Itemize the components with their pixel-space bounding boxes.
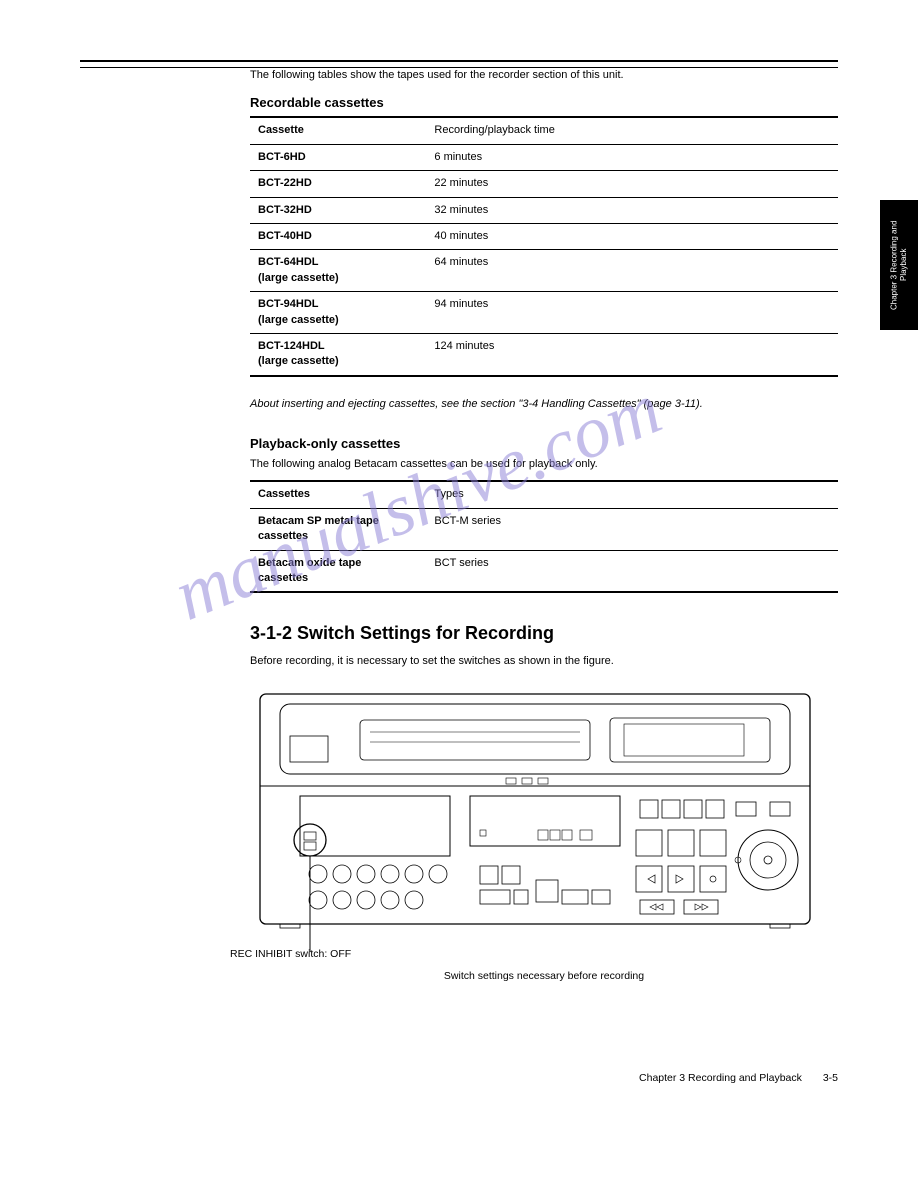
table-header-row: Cassettes Types: [250, 481, 838, 508]
table-row: BCT-32HD32 minutes: [250, 197, 838, 223]
section-playback-title: Playback-only cassettes: [250, 436, 838, 451]
chapter-side-tab: Chapter 3 Recording and Playback: [880, 200, 918, 330]
cell: 64 minutes: [426, 250, 838, 292]
table-row: Betacam SP metal tape cassettesBCT-M ser…: [250, 508, 838, 550]
top-rule-1: [80, 60, 838, 62]
table-row: BCT-6HD6 minutes: [250, 144, 838, 170]
cell: BCT-6HD: [250, 144, 426, 170]
device-figure: REC INHIBIT switch: OFF: [250, 684, 838, 964]
device-illustration: [250, 684, 820, 964]
col-header: Recording/playback time: [426, 117, 838, 144]
cell: 32 minutes: [426, 197, 838, 223]
footer-chapter: Chapter 3 Recording and Playback: [639, 1072, 802, 1084]
cell: BCT-22HD: [250, 171, 426, 197]
cell: 40 minutes: [426, 223, 838, 249]
cell: BCT-124HDL (large cassette): [250, 333, 426, 375]
footer-page-number: 3-5: [823, 1072, 838, 1084]
table2-intro: The following analog Betacam cassettes c…: [250, 457, 838, 472]
cell: Betacam SP metal tape cassettes: [250, 508, 426, 550]
table-row: Betacam oxide tape cassettesBCT series: [250, 550, 838, 592]
figure-caption: Switch settings necessary before recordi…: [250, 970, 838, 982]
col-header: Cassette: [250, 117, 426, 144]
callout-rec-inhibit: REC INHIBIT switch: OFF: [230, 948, 351, 960]
cell: 94 minutes: [426, 292, 838, 334]
cell: BCT-32HD: [250, 197, 426, 223]
table-row: BCT-124HDL (large cassette)124 minutes: [250, 333, 838, 375]
cross-reference: About inserting and ejecting cassettes, …: [250, 397, 838, 412]
table-row: BCT-94HDL (large cassette)94 minutes: [250, 292, 838, 334]
table-header-row: Cassette Recording/playback time: [250, 117, 838, 144]
main-content: The following tables show the tapes used…: [250, 68, 838, 982]
cell: BCT-64HDL (large cassette): [250, 250, 426, 292]
cell: BCT-40HD: [250, 223, 426, 249]
col-header: Types: [426, 481, 838, 508]
cell: BCT-M series: [426, 508, 838, 550]
table-row: BCT-64HDL (large cassette)64 minutes: [250, 250, 838, 292]
page-footer: Chapter 3 Recording and Playback 3-5: [80, 1072, 838, 1084]
cell: 22 minutes: [426, 171, 838, 197]
cell: BCT series: [426, 550, 838, 592]
recordable-cassettes-table: Cassette Recording/playback time BCT-6HD…: [250, 116, 838, 376]
cell: Betacam oxide tape cassettes: [250, 550, 426, 592]
table1-intro: The following tables show the tapes used…: [250, 68, 838, 83]
intro-switch-settings: Before recording, it is necessary to set…: [250, 654, 838, 669]
section-recordable-title: Recordable cassettes: [250, 95, 838, 110]
col-header: Cassettes: [250, 481, 426, 508]
table-row: BCT-40HD40 minutes: [250, 223, 838, 249]
cell: BCT-94HDL (large cassette): [250, 292, 426, 334]
table-row: BCT-22HD22 minutes: [250, 171, 838, 197]
cell: 124 minutes: [426, 333, 838, 375]
cell: 6 minutes: [426, 144, 838, 170]
playback-cassettes-table: Cassettes Types Betacam SP metal tape ca…: [250, 480, 838, 593]
page-container: Chapter 3 Recording and Playback manuals…: [0, 0, 918, 1144]
subsection-heading: 3-1-2 Switch Settings for Recording: [250, 623, 838, 644]
